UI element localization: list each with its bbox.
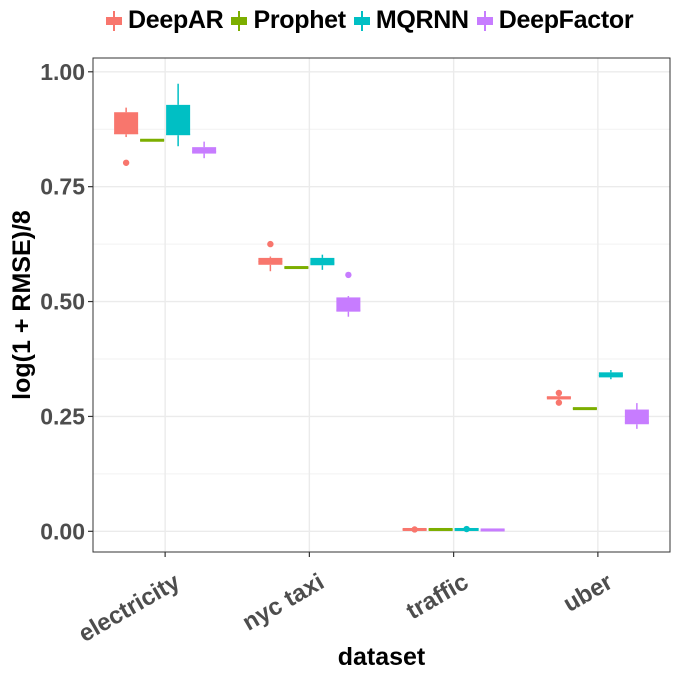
box-body xyxy=(114,112,139,135)
legend-key-deepar xyxy=(104,10,124,31)
legend-label-deepar: DeepAR xyxy=(128,6,224,34)
box-deepfactor-uber xyxy=(624,403,649,429)
x-tick-label: nyc taxi xyxy=(238,568,329,636)
plot-panel-background xyxy=(93,58,670,552)
box-deepfactor-traffic xyxy=(480,528,505,532)
box-deepar-nyc-taxi xyxy=(258,240,283,272)
x-tick-label: uber xyxy=(559,568,618,617)
legend-key-mqrnn xyxy=(352,10,372,31)
y-tick-label: 0.50 xyxy=(40,289,85,315)
x-axis-title: dataset xyxy=(338,643,426,671)
box-mqrnn-uber xyxy=(598,370,623,380)
legend-item-deepar[interactable]: DeepAR xyxy=(104,6,224,35)
outlier-point xyxy=(463,525,470,533)
box-body xyxy=(336,297,361,312)
box-prophet-nyc-taxi xyxy=(284,266,309,270)
y-tick-label: 0.75 xyxy=(40,174,85,200)
box-deepar-electricity xyxy=(114,107,139,166)
outlier-point xyxy=(555,399,563,406)
box-prophet-electricity xyxy=(140,138,165,142)
box-prophet-traffic xyxy=(428,527,453,531)
grid-lines xyxy=(93,58,670,552)
box-prophet-uber xyxy=(572,407,597,411)
box-deepfactor-electricity xyxy=(192,141,217,159)
legend-label-deepfactor: DeepFactor xyxy=(498,6,634,34)
box-deepar-traffic xyxy=(402,526,427,533)
legend-key-prophet xyxy=(229,10,249,31)
box-body xyxy=(624,409,649,425)
legend-label-mqrnn: MQRNN xyxy=(375,6,469,34)
y-tick-label: 0.25 xyxy=(40,403,85,429)
outlier-point xyxy=(345,271,352,279)
box-deepfactor-nyc-taxi xyxy=(336,271,361,317)
legend-key-deepfactor xyxy=(475,10,495,31)
legend-item-prophet[interactable]: Prophet xyxy=(229,6,346,35)
outlier-point xyxy=(267,240,274,248)
box-body xyxy=(192,147,217,154)
x-tick-label: electricity xyxy=(74,568,185,648)
x-tick-label: traffic xyxy=(402,568,473,625)
box-layer xyxy=(114,83,649,533)
outlier-point xyxy=(122,159,130,166)
box-body xyxy=(598,372,623,378)
box-mqrnn-nyc-taxi xyxy=(310,254,335,270)
legend-item-mqrnn[interactable]: MQRNN xyxy=(352,6,469,35)
y-axis-title: log(1 + RMSE)/8 xyxy=(8,210,36,400)
box-mqrnn-electricity xyxy=(166,83,191,147)
box-mqrnn-traffic xyxy=(454,525,479,533)
outlier-point xyxy=(411,526,418,533)
box-deepar-uber xyxy=(546,389,571,406)
box-body xyxy=(310,257,335,266)
legend-item-deepfactor[interactable]: DeepFactor xyxy=(475,6,634,35)
y-tick-label: 1.00 xyxy=(40,59,85,85)
outlier-point xyxy=(555,389,563,397)
legend-label-prophet: Prophet xyxy=(253,6,346,34)
plot-panel-border xyxy=(92,57,671,553)
y-tick-label: 0.00 xyxy=(40,518,85,544)
box-body xyxy=(166,104,191,136)
legend: DeepAR Prophet MQRNN DeepFactor xyxy=(104,6,634,35)
